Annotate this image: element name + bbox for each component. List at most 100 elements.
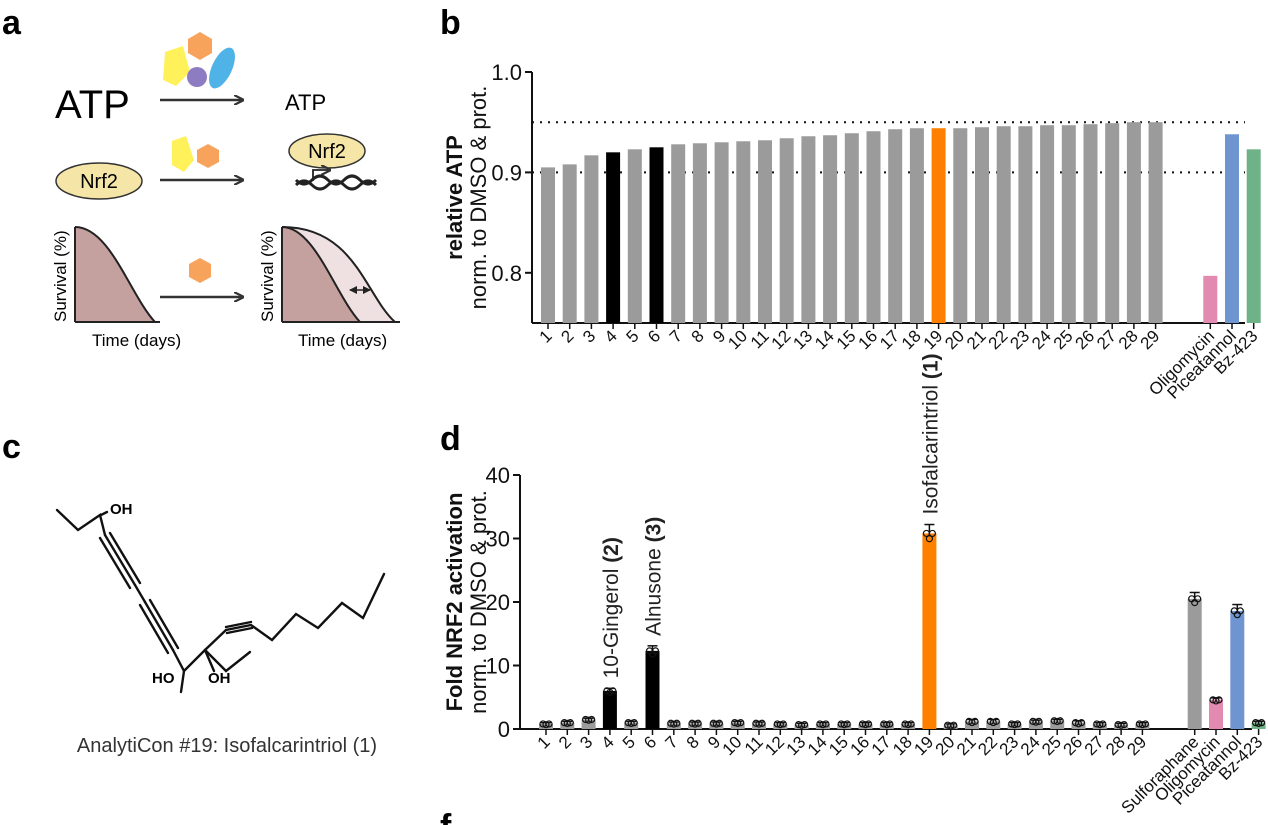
x-tick-label: 6 bbox=[640, 732, 660, 752]
nrf2-left-label: Nrf2 bbox=[80, 171, 118, 193]
y-axis-title-bold: relative ATP bbox=[442, 135, 467, 260]
bar-23 bbox=[1018, 126, 1033, 323]
bar-8 bbox=[692, 143, 707, 323]
x-tick-label: 1 bbox=[536, 326, 556, 346]
x-tick-label: 5 bbox=[622, 326, 642, 346]
y-axis-title-normal: norm. to DMSO & prot. bbox=[466, 490, 491, 714]
replicate-point bbox=[907, 720, 915, 728]
bar-1 bbox=[541, 167, 555, 323]
replicate-point bbox=[584, 716, 593, 724]
chemical-structure bbox=[55, 508, 386, 694]
bar-Piceatannol bbox=[1225, 134, 1239, 323]
x-tick-label: 4 bbox=[598, 732, 618, 752]
replicate-point bbox=[822, 720, 830, 728]
bar-13 bbox=[801, 136, 816, 323]
annotation-name: 10-Gingerol bbox=[600, 563, 623, 679]
replicate-point bbox=[989, 718, 997, 727]
replicate-point bbox=[648, 650, 657, 658]
replicate-point bbox=[883, 721, 891, 729]
annotation-name: Alnusone bbox=[643, 542, 666, 635]
bar-17 bbox=[888, 129, 903, 323]
bar-22 bbox=[996, 126, 1011, 323]
compound-pair-icon bbox=[172, 136, 219, 172]
replicate-point bbox=[737, 719, 745, 727]
replicate-point bbox=[1010, 721, 1019, 729]
replicate-point bbox=[886, 720, 894, 728]
replicate-point bbox=[797, 721, 806, 729]
bar-14 bbox=[815, 723, 830, 729]
panel-label-f: f bbox=[440, 808, 452, 825]
replicate-point bbox=[928, 529, 937, 538]
replicate-point bbox=[861, 721, 870, 729]
bar-3 bbox=[584, 155, 599, 323]
y-axis-title: Fold NRF2 activationnorm. to DMSO & prot… bbox=[442, 490, 491, 714]
bar-Oligomycin bbox=[1203, 275, 1218, 323]
bar-19 bbox=[931, 128, 946, 323]
bar-27 bbox=[1092, 723, 1107, 729]
bar-19 bbox=[922, 533, 937, 729]
panel-label-b: b bbox=[440, 4, 461, 42]
oh-bottom-label: OH bbox=[208, 670, 231, 687]
replicate-point bbox=[1117, 721, 1125, 729]
bar-4 bbox=[602, 690, 617, 729]
dna-icon bbox=[294, 170, 378, 191]
replicate-point bbox=[1056, 717, 1064, 725]
x-tick-label: 6 bbox=[644, 326, 664, 346]
bar-Piceatannol bbox=[1230, 610, 1245, 729]
replicate-point bbox=[691, 720, 699, 728]
replicate-point bbox=[542, 721, 550, 729]
bar-Bz-423 bbox=[1246, 149, 1261, 323]
x-tick-label: 8 bbox=[683, 732, 703, 752]
annotation-name: Isofalcarintriol bbox=[919, 379, 942, 514]
replicate-point bbox=[1141, 720, 1150, 728]
replicate-point bbox=[800, 720, 809, 729]
panel-label-c: c bbox=[2, 428, 21, 466]
bar-9 bbox=[709, 723, 724, 729]
atp-right-label: ATP bbox=[285, 90, 326, 115]
replicate-point bbox=[1074, 720, 1083, 728]
bar-Sulforaphane bbox=[1187, 598, 1202, 729]
replicate-point bbox=[1212, 697, 1220, 705]
replicate-point bbox=[843, 720, 851, 728]
bar-27 bbox=[1105, 123, 1120, 323]
replicate-point bbox=[947, 722, 955, 730]
replicate-point bbox=[1254, 719, 1263, 728]
x-tick-label: 7 bbox=[666, 326, 686, 346]
bar-annotation: 10-Gingerol (2) bbox=[600, 537, 623, 678]
bar-26 bbox=[1083, 124, 1098, 323]
bar-8 bbox=[688, 723, 703, 729]
replicate-point bbox=[1099, 720, 1107, 728]
y-axis-title-bold: Fold NRF2 activation bbox=[442, 493, 467, 712]
schematic-panel-a: ATP ATP Nrf2 Nrf2 Surviv bbox=[51, 32, 400, 350]
replicate-point bbox=[1191, 599, 1199, 607]
bar-25 bbox=[1061, 125, 1076, 323]
time-axis-label-right: Time (days) bbox=[298, 331, 387, 350]
bar-29 bbox=[1148, 122, 1163, 323]
replicate-point bbox=[1257, 719, 1266, 727]
bar-15 bbox=[844, 133, 859, 323]
replicate-point bbox=[627, 719, 635, 728]
bar-annotation: Alnusone (3) bbox=[643, 517, 666, 636]
y-tick-label: 0 bbox=[498, 717, 510, 742]
bar-23 bbox=[1007, 723, 1022, 729]
bar-26 bbox=[1071, 722, 1086, 729]
bar-6 bbox=[649, 147, 664, 323]
bar-18 bbox=[909, 128, 924, 323]
bar-11 bbox=[758, 140, 772, 323]
survival-plot-left: Survival (%) Time (days) bbox=[51, 226, 181, 350]
x-tick-label: 1 bbox=[534, 732, 554, 752]
bar-3 bbox=[581, 719, 596, 729]
replicate-point bbox=[566, 719, 574, 727]
replicate-point bbox=[673, 719, 681, 727]
bar-14 bbox=[823, 135, 838, 323]
replicate-point bbox=[925, 535, 934, 543]
bar-12 bbox=[773, 723, 788, 729]
x-tick-label: 7 bbox=[661, 732, 681, 752]
annotation-number: (3) bbox=[643, 517, 666, 543]
bar-2 bbox=[562, 164, 577, 323]
annotation-number: (1) bbox=[919, 353, 942, 379]
x-tick-label: 4 bbox=[601, 326, 621, 346]
bar-annotation: Isofalcarintriol (1) bbox=[919, 353, 942, 514]
replicate-point bbox=[950, 721, 958, 729]
